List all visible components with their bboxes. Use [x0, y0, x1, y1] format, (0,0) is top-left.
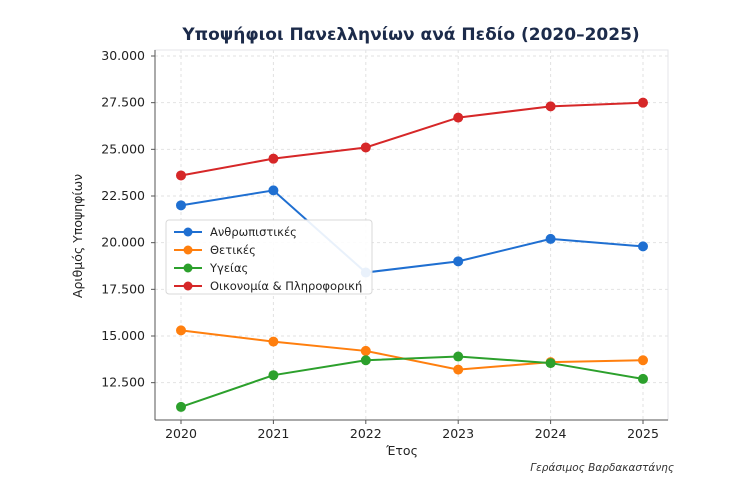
x-tick-label: 2021 [257, 426, 289, 441]
y-axis-label: Αριθμός Υποψηφίων [70, 174, 85, 298]
data-point [545, 101, 556, 112]
legend-label: Υγείας [209, 261, 248, 275]
y-tick-label: 12.500 [101, 375, 145, 390]
data-point [176, 401, 186, 412]
data-point [176, 325, 186, 336]
data-point [545, 233, 556, 244]
series-line-1 [180, 189, 644, 274]
data-point [268, 370, 279, 381]
chart-title: Υποψήφιοι Πανελληνίων ανά Πεδίο (2020–20… [181, 25, 639, 45]
y-tick-label: 17.500 [101, 281, 145, 296]
data-point [453, 351, 464, 362]
legend-label: Οικονομία & Πληροφορική [210, 279, 362, 293]
data-point [453, 256, 464, 267]
legend-marker [183, 281, 193, 291]
data-point [638, 241, 648, 252]
data-point [638, 373, 648, 384]
y-tick-label: 20.000 [101, 235, 145, 250]
legend: Ανθρωπιστικές Θετικές Υγείας Οικονομία & Πλ… [165, 219, 373, 295]
data-point [638, 97, 648, 108]
x-tick-label: 2024 [535, 426, 567, 441]
data-point [453, 364, 464, 375]
data-point [360, 142, 371, 153]
data-point [360, 355, 371, 366]
legend-marker [183, 263, 193, 273]
data-point [176, 170, 186, 181]
y-tick-label: 15.000 [101, 328, 145, 343]
legend-marker [183, 227, 193, 237]
y-tick-label: 27.500 [101, 95, 145, 110]
credit: Γεράσιμος Βαρδακαστάνης [530, 462, 674, 474]
data-point [176, 200, 186, 211]
series-line-2 [180, 329, 644, 371]
legend-label: Θετικές [210, 243, 256, 257]
data-point [453, 112, 464, 123]
data-point [360, 345, 371, 356]
data-point [268, 153, 279, 164]
x-tick-label: 2025 [627, 426, 659, 441]
series-line-4 [180, 101, 644, 177]
series-line-3 [180, 355, 644, 408]
data-point [268, 336, 279, 347]
legend-marker [183, 245, 193, 255]
data-point [545, 358, 556, 369]
legend-label: Ανθρωπιστικές [210, 225, 297, 239]
y-tick-label: 30.000 [101, 48, 145, 63]
x-axis-label: Έτος [385, 443, 418, 458]
x-tick-label: 2023 [442, 426, 474, 441]
data-point [268, 185, 279, 196]
y-tick-label: 22.500 [101, 188, 145, 203]
x-tick-label: 2020 [165, 426, 197, 441]
data-point [638, 355, 648, 366]
x-tick-label: 2022 [350, 426, 382, 441]
y-tick-label: 25.000 [101, 141, 145, 156]
